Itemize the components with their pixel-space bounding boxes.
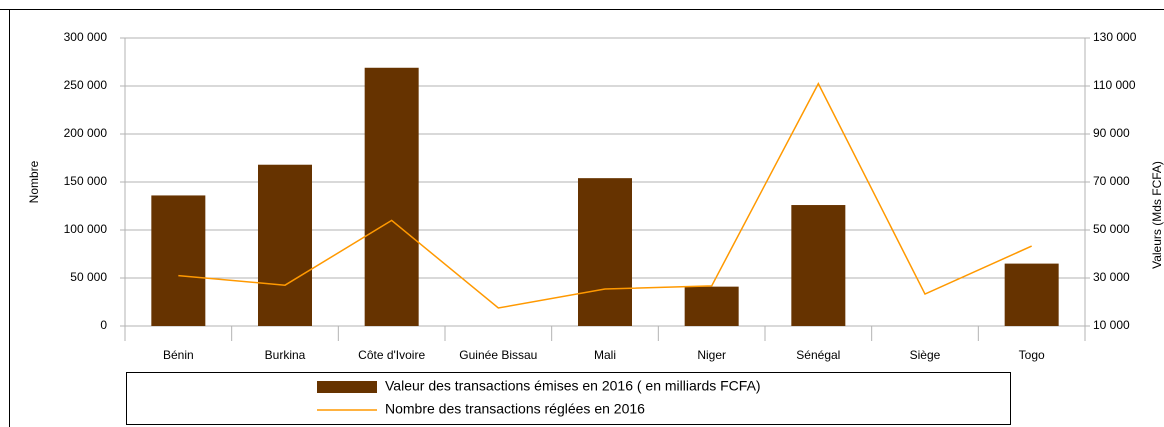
x-tick-label: Sénégal	[796, 348, 840, 362]
x-tick-label: Niger	[697, 348, 726, 362]
line-series	[178, 81, 1032, 309]
legend: Valeur des transactions émises en 2016 (…	[317, 378, 761, 417]
x-tick-label: Côte d'Ivoire	[358, 348, 425, 362]
y-tick-label: 300 000	[64, 30, 108, 44]
bar	[258, 164, 312, 326]
bar	[1004, 263, 1059, 326]
y-axis-label: Nombre	[27, 160, 41, 203]
y2-tick-label: 70 000	[1093, 174, 1130, 188]
y-tick-label: 150 000	[64, 174, 108, 188]
legend-swatch	[317, 381, 377, 393]
legend-label: Nombre des transactions réglées en 2016	[385, 401, 645, 417]
y2-tick-label: 90 000	[1093, 126, 1130, 140]
y-tick-label: 100 000	[64, 222, 108, 236]
legend-label: Valeur des transactions émises en 2016 (…	[385, 378, 761, 394]
legend-box	[126, 372, 1011, 425]
y2-tick-label: 130 000	[1093, 30, 1137, 44]
x-tick-label: Guinée Bissau	[459, 348, 537, 362]
y2-tick-label: 50 000	[1093, 222, 1130, 236]
x-tick-label: Burkina	[265, 348, 306, 362]
x-tick-label: Mali	[594, 348, 616, 362]
bar	[684, 286, 739, 326]
y2-tick-label: 10 000	[1093, 318, 1130, 332]
y2-axis-label: Valeurs (Mds FCFA)	[1150, 161, 1164, 269]
y-tick-label: 50 000	[70, 270, 107, 284]
x-tick-label: Bénin	[163, 348, 194, 362]
x-tick-label: Togo	[1019, 348, 1045, 362]
bar	[364, 67, 419, 326]
bar	[578, 178, 632, 326]
y2-tick-label: 30 000	[1093, 270, 1130, 284]
y-tick-label: 200 000	[64, 126, 108, 140]
y2-tick-label: 110 000	[1093, 78, 1136, 92]
bar	[791, 205, 846, 326]
bar	[151, 195, 206, 326]
x-tick-label: Siège	[910, 348, 941, 362]
y-tick-label: 0	[100, 318, 107, 332]
y-tick-label: 250 000	[64, 78, 108, 92]
